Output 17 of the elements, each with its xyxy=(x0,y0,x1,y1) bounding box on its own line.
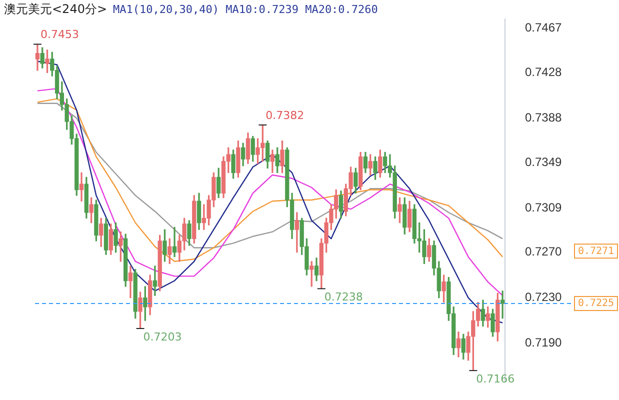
chart-subtitle: MA1(10,20,30,40) MA10:0.7239 MA20:0.7260 xyxy=(113,3,378,16)
ref-line-label: 0.7225 xyxy=(578,298,614,310)
y-tick-label: 0.7428 xyxy=(525,64,562,79)
chart-title: 澳元美元<240分> xyxy=(4,1,108,18)
y-tick-label: 0.7309 xyxy=(525,200,562,214)
annotation: 0.7203 xyxy=(143,330,182,344)
annotation: 0.7382 xyxy=(266,108,304,122)
y-tick-label: 0.7270 xyxy=(525,244,562,259)
y-tick-label: 0.7349 xyxy=(525,154,562,169)
annotation: 0.7166 xyxy=(476,372,515,386)
y-tick-label: 0.7230 xyxy=(525,290,562,304)
annotation: 0.7453 xyxy=(40,28,79,42)
annotation: 0.7238 xyxy=(324,290,363,304)
y-tick-label: 0.7388 xyxy=(525,110,562,124)
y-tick-label: 0.7190 xyxy=(525,336,562,350)
y-tick-label: 0.7467 xyxy=(525,20,562,35)
text: 0.7271 xyxy=(578,246,614,257)
